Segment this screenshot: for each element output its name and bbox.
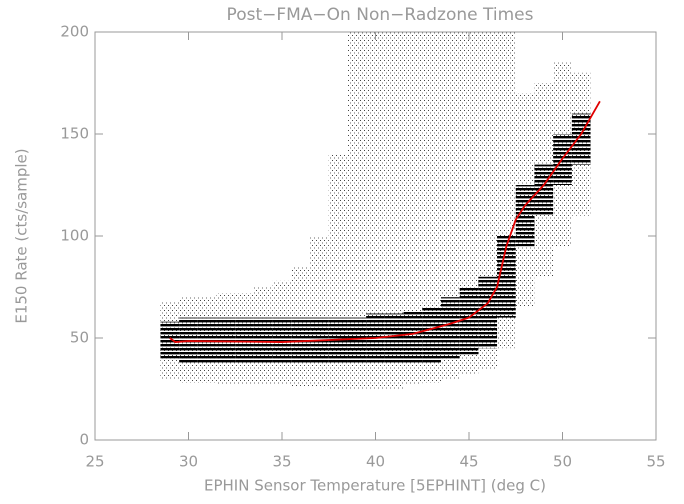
x-tick-label: 30: [179, 453, 198, 471]
scatter-cloud: [235, 317, 254, 363]
y-tick-label: 200: [60, 23, 89, 41]
scatter-cloud: [478, 276, 498, 349]
scatter-cloud: [440, 32, 460, 379]
scatter-cloud: [422, 32, 441, 383]
scatter-cloud: [422, 307, 441, 363]
x-tick-label: 35: [272, 453, 291, 471]
x-tick-label: 50: [553, 453, 572, 471]
scatter-cloud: [160, 321, 180, 359]
scatter-cloud: [347, 32, 367, 389]
scatter-cloud: [253, 317, 273, 363]
scatter-cloud: [272, 317, 292, 363]
scatter-cloud: [459, 287, 479, 355]
fit-line: [169, 100, 601, 344]
scatter-cloud: [216, 317, 236, 363]
y-axis-label: E150 Rate (cts/sample): [13, 148, 31, 323]
scatter-cloud: [366, 32, 385, 389]
scatter-cloud: [310, 236, 329, 387]
x-tick-label: 55: [646, 453, 665, 471]
scatter-cloud: [403, 311, 423, 363]
scatter-cloud: [179, 317, 198, 363]
scatter-cloud: [197, 317, 217, 363]
scatter-cloud: [534, 164, 554, 216]
x-tick-label: 25: [85, 453, 104, 471]
y-tick-label: 150: [60, 125, 89, 143]
scatter-cloud: [384, 313, 404, 363]
x-axis-label: EPHIN Sensor Temperature [5EPHINT] (deg …: [204, 477, 546, 495]
scatter-cloud: [497, 236, 516, 318]
scatter-cloud: [291, 317, 311, 363]
x-tick-label: 40: [366, 453, 385, 471]
y-tick-label: 50: [70, 329, 89, 347]
scatter-cloud: [403, 32, 423, 385]
y-tick-label: 100: [60, 227, 89, 245]
scatter-cloud: [440, 297, 460, 359]
scatter-cloud: [347, 317, 367, 363]
x-tick-label: 45: [459, 453, 478, 471]
y-tick-label: 0: [79, 431, 89, 449]
scatter-cloud: [384, 32, 404, 389]
chart-title: Post−FMA−On Non−Radzone Times: [227, 5, 534, 25]
